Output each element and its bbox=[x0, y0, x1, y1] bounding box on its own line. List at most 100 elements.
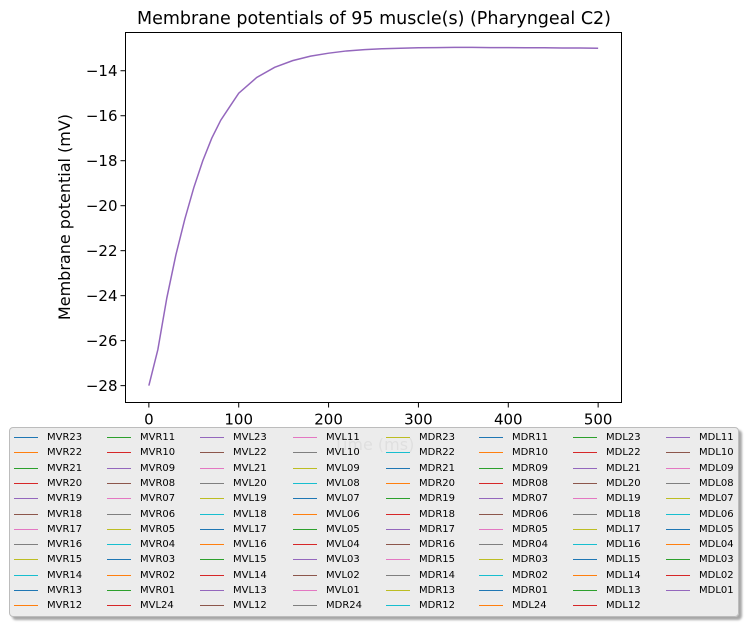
legend-entry: MDR19 bbox=[386, 491, 455, 506]
legend-entry: MDL10 bbox=[666, 445, 734, 460]
y-tick-label: −22 bbox=[86, 242, 118, 260]
legend-entry: MVL09 bbox=[293, 461, 360, 476]
legend-swatch bbox=[573, 590, 597, 591]
legend-entry: MDR02 bbox=[479, 568, 548, 583]
legend-label: MDR13 bbox=[419, 585, 456, 596]
legend-swatch bbox=[293, 559, 317, 561]
legend-swatch bbox=[200, 513, 224, 515]
legend-swatch bbox=[107, 498, 131, 500]
legend-swatch bbox=[386, 544, 410, 546]
legend-label: MDR04 bbox=[512, 539, 549, 551]
legend-entry: MVR17 bbox=[14, 522, 82, 537]
legend-swatch bbox=[666, 574, 690, 576]
legend-label: MDL04 bbox=[699, 539, 734, 551]
y-tick-label: −14 bbox=[86, 62, 118, 80]
legend-label: MDR03 bbox=[512, 554, 549, 566]
legend-swatch bbox=[573, 482, 597, 484]
legend-label: MDR15 bbox=[419, 554, 456, 566]
legend-swatch bbox=[200, 467, 224, 469]
legend-entry: MVL21 bbox=[200, 461, 267, 476]
legend-entry: MVL20 bbox=[200, 476, 267, 491]
y-tick-label: −26 bbox=[86, 332, 118, 350]
legend-swatch bbox=[200, 590, 224, 591]
legend-swatch bbox=[107, 437, 131, 438]
legend-label: MDR06 bbox=[512, 508, 549, 520]
legend-label: MVL20 bbox=[233, 477, 267, 489]
legend-entry: MVL01 bbox=[293, 583, 360, 598]
legend-label: MDR24 bbox=[326, 600, 363, 612]
legend: MVR23 MVR22 MVR21 MVR20 MVR19 MVR18 MVR17 MVR16… bbox=[9, 427, 739, 617]
legend-entry: MVL10 bbox=[293, 445, 360, 460]
legend-swatch bbox=[666, 559, 690, 561]
legend-label: MVL14 bbox=[233, 569, 267, 581]
legend-swatch bbox=[293, 574, 317, 576]
legend-swatch bbox=[386, 590, 410, 591]
legend-label: MVL06 bbox=[326, 508, 360, 520]
legend-swatch bbox=[386, 559, 410, 561]
legend-swatch bbox=[479, 513, 503, 515]
legend-entry: MDR03 bbox=[479, 552, 548, 567]
legend-entry: MVR10 bbox=[107, 445, 175, 460]
legend-swatch bbox=[14, 437, 38, 438]
legend-entry: MVR07 bbox=[107, 491, 175, 506]
legend-label: MVR13 bbox=[47, 585, 83, 596]
legend-swatch bbox=[479, 498, 503, 500]
legend-swatch bbox=[14, 544, 38, 546]
legend-label: MVL02 bbox=[326, 569, 360, 581]
legend-swatch bbox=[200, 482, 224, 484]
legend-label: MVR14 bbox=[47, 569, 83, 581]
legend-entry: MDL04 bbox=[666, 537, 734, 552]
legend-swatch bbox=[666, 498, 690, 500]
legend-entry: MDL01 bbox=[666, 583, 734, 598]
series-line-0 bbox=[148, 46, 599, 386]
legend-label: MDL18 bbox=[606, 508, 641, 520]
legend-label: MDR07 bbox=[512, 493, 549, 505]
x-axis: 0 100 200 300 400 500 bbox=[144, 402, 612, 429]
legend-swatch bbox=[386, 482, 410, 484]
legend-label: MDR18 bbox=[419, 508, 456, 520]
legend-entry: MDR07 bbox=[479, 491, 548, 506]
legend-label: MVL11 bbox=[326, 432, 360, 443]
legend-swatch bbox=[293, 528, 317, 530]
legend-entry: MDL17 bbox=[573, 522, 641, 537]
legend-entry: MVR18 bbox=[14, 507, 82, 522]
legend-entry: MDL18 bbox=[573, 507, 641, 522]
legend-label: MVR20 bbox=[47, 477, 83, 489]
legend-entry: MVL04 bbox=[293, 537, 360, 552]
legend-label: MVR02 bbox=[140, 569, 176, 581]
legend-label: MDR05 bbox=[512, 523, 549, 535]
y-tick-label: −28 bbox=[86, 377, 118, 395]
legend-swatch bbox=[200, 574, 224, 576]
legend-label: MDL14 bbox=[606, 569, 641, 581]
legend-entry: MDL24 bbox=[479, 598, 547, 613]
legend-label: MDL10 bbox=[699, 447, 734, 459]
legend-swatch bbox=[573, 467, 597, 469]
legend-label: MDR02 bbox=[512, 569, 549, 581]
legend-label: MVR05 bbox=[140, 523, 176, 535]
legend-entry: MVL18 bbox=[200, 507, 267, 522]
legend-swatch bbox=[573, 437, 597, 438]
legend-entry: MVR19 bbox=[14, 491, 82, 506]
legend-label: MDR21 bbox=[419, 462, 456, 474]
legend-swatch bbox=[479, 544, 503, 546]
legend-entry: MDR22 bbox=[386, 445, 455, 460]
legend-label: MVL07 bbox=[326, 493, 360, 505]
legend-swatch bbox=[573, 605, 597, 607]
legend-label: MDL06 bbox=[699, 508, 734, 520]
legend-label: MVL09 bbox=[326, 462, 360, 474]
legend-swatch bbox=[573, 498, 597, 500]
legend-entry: MVR11 bbox=[107, 430, 175, 445]
legend-label: MVL03 bbox=[326, 554, 360, 566]
legend-label: MDL09 bbox=[699, 462, 734, 474]
legend-label: MDR17 bbox=[419, 523, 456, 535]
legend-entry: MDR23 bbox=[386, 430, 455, 445]
legend-entry: MDL05 bbox=[666, 522, 734, 537]
legend-swatch bbox=[666, 437, 690, 438]
y-axis-label: Membrane potential (mV) bbox=[55, 114, 74, 320]
legend-label: MDR20 bbox=[419, 477, 456, 489]
legend-swatch bbox=[573, 544, 597, 546]
legend-label: MDR16 bbox=[419, 539, 456, 551]
legend-swatch bbox=[293, 452, 317, 454]
legend-label: MDR19 bbox=[419, 493, 456, 505]
legend-label: MDR08 bbox=[512, 477, 549, 489]
